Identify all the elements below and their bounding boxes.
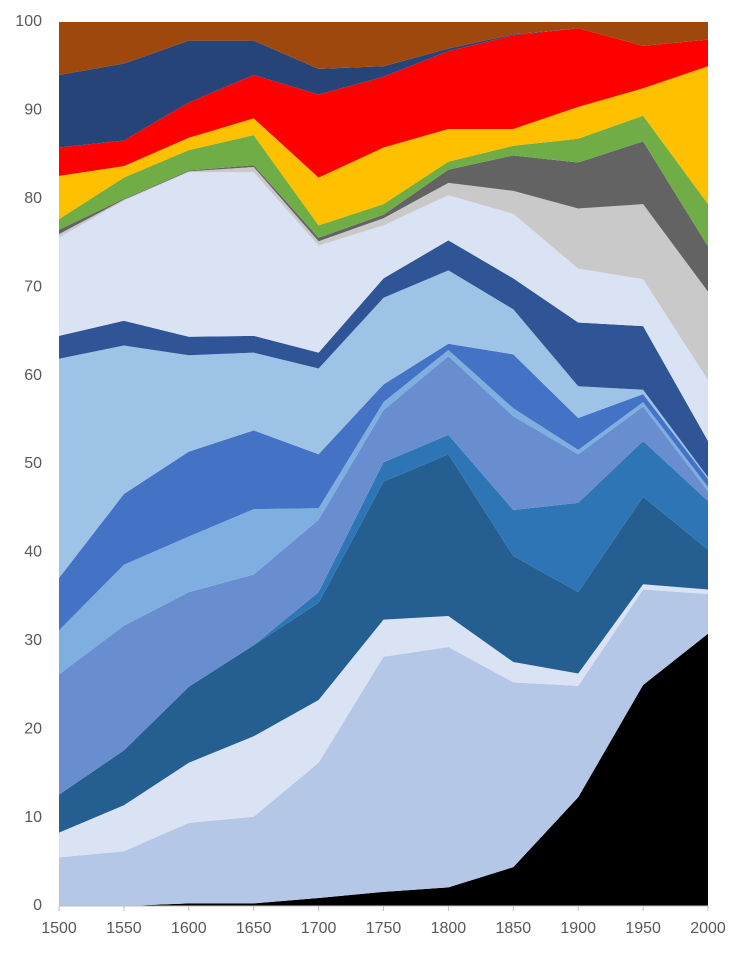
x-tick-label: 1850 (496, 920, 532, 937)
area (59, 172, 708, 442)
y-tick-label: 40 (24, 544, 42, 561)
y-tick-label: 60 (24, 367, 42, 384)
y-tick-label: 30 (24, 632, 42, 649)
x-tick-label: 1550 (106, 920, 142, 937)
area (59, 115, 708, 247)
area (59, 343, 708, 631)
area (59, 589, 708, 906)
area (59, 240, 708, 478)
x-tick-label: 1500 (41, 920, 77, 937)
area (59, 22, 708, 76)
area (59, 633, 708, 906)
x-tick-label: 1950 (625, 920, 661, 937)
area (59, 584, 708, 858)
area (59, 270, 708, 579)
area (59, 454, 708, 833)
y-tick-label: 100 (15, 13, 42, 30)
y-tick-label: 10 (24, 809, 42, 826)
y-tick-label: 90 (24, 102, 42, 119)
y-tick-label: 0 (33, 897, 42, 914)
area (59, 28, 708, 178)
area (59, 66, 708, 226)
x-tick-label: 2000 (690, 920, 726, 937)
area (59, 434, 708, 795)
x-tick-label: 1800 (431, 920, 467, 937)
y-tick-label: 70 (24, 278, 42, 295)
x-tick-label: 1650 (236, 920, 272, 937)
area (59, 356, 708, 795)
x-tick-label: 1600 (171, 920, 207, 937)
y-tick-label: 80 (24, 190, 42, 207)
area (59, 166, 708, 381)
y-tick-label: 50 (24, 455, 42, 472)
area (59, 28, 708, 148)
x-tick-label: 1700 (301, 920, 337, 937)
x-tick-label: 1750 (366, 920, 402, 937)
area (59, 349, 708, 675)
x-tick-label: 1900 (560, 920, 596, 937)
y-tick-label: 20 (24, 720, 42, 737)
area (59, 141, 708, 292)
